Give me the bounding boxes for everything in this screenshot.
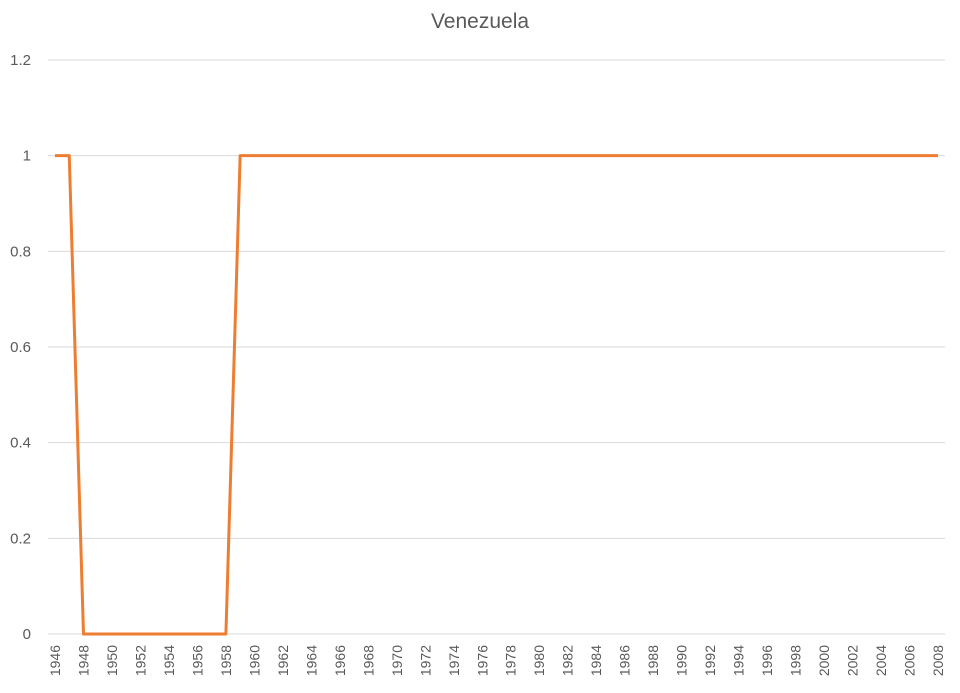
x-tick-label: 1980 [531, 645, 547, 676]
x-tick-label: 2000 [816, 645, 832, 676]
series-group [54, 154, 939, 636]
x-tick-label: 1982 [560, 645, 576, 676]
y-tick-label: 0.2 [10, 530, 31, 547]
x-tick-label: 1970 [389, 645, 405, 676]
x-tick-label: 1968 [360, 645, 376, 676]
x-tick-label: 1966 [332, 645, 348, 676]
x-tick-label: 2008 [930, 645, 946, 676]
x-tick-label: 1954 [161, 645, 177, 676]
series-line [55, 154, 938, 636]
x-tick-label: 1960 [246, 645, 262, 676]
x-tick-label: 1998 [788, 645, 804, 676]
x-tick-label: 1952 [132, 645, 148, 676]
x-tick-label: 1976 [474, 645, 490, 676]
x-tick-label: 1950 [104, 645, 120, 676]
y-tick-label: 0.4 [10, 435, 31, 452]
x-tick-label: 2006 [902, 645, 918, 676]
x-tick-label: 1946 [47, 645, 63, 676]
x-tick-label: 1964 [303, 645, 319, 676]
x-tick-label: 1956 [189, 645, 205, 676]
gridlines [48, 59, 945, 635]
x-tick-label: 1984 [588, 645, 604, 676]
x-tick-label: 1948 [75, 645, 91, 676]
x-tick-label: 1972 [417, 645, 433, 676]
y-axis-ticks: 0 0.2 0.4 0.6 0.8 1 1.2 [10, 52, 31, 643]
x-tick-label: 2004 [873, 645, 889, 676]
x-tick-label: 1992 [702, 645, 718, 676]
x-tick-label: 2002 [845, 645, 861, 676]
x-tick-label: 1986 [617, 645, 633, 676]
x-tick-label: 1958 [218, 645, 234, 676]
y-tick-label: 1.2 [10, 52, 31, 69]
x-tick-label: 1962 [275, 645, 291, 676]
y-tick-label: 0.8 [10, 243, 31, 260]
x-tick-label: 1988 [645, 645, 661, 676]
x-tick-label: 1974 [446, 645, 462, 676]
y-tick-label: 1 [23, 148, 31, 165]
x-axis-ticks: 1946 1948 1950 1952 1954 1956 1958 1960 1962 1964… [47, 645, 946, 676]
x-tick-label: 1996 [759, 645, 775, 676]
x-tick-label: 1978 [503, 645, 519, 676]
chart-title: Venezuela [430, 10, 530, 33]
x-tick-label: 1990 [674, 645, 690, 676]
x-tick-label: 1994 [731, 645, 747, 676]
y-tick-label: 0 [23, 626, 31, 643]
y-tick-label: 0.6 [10, 339, 31, 356]
